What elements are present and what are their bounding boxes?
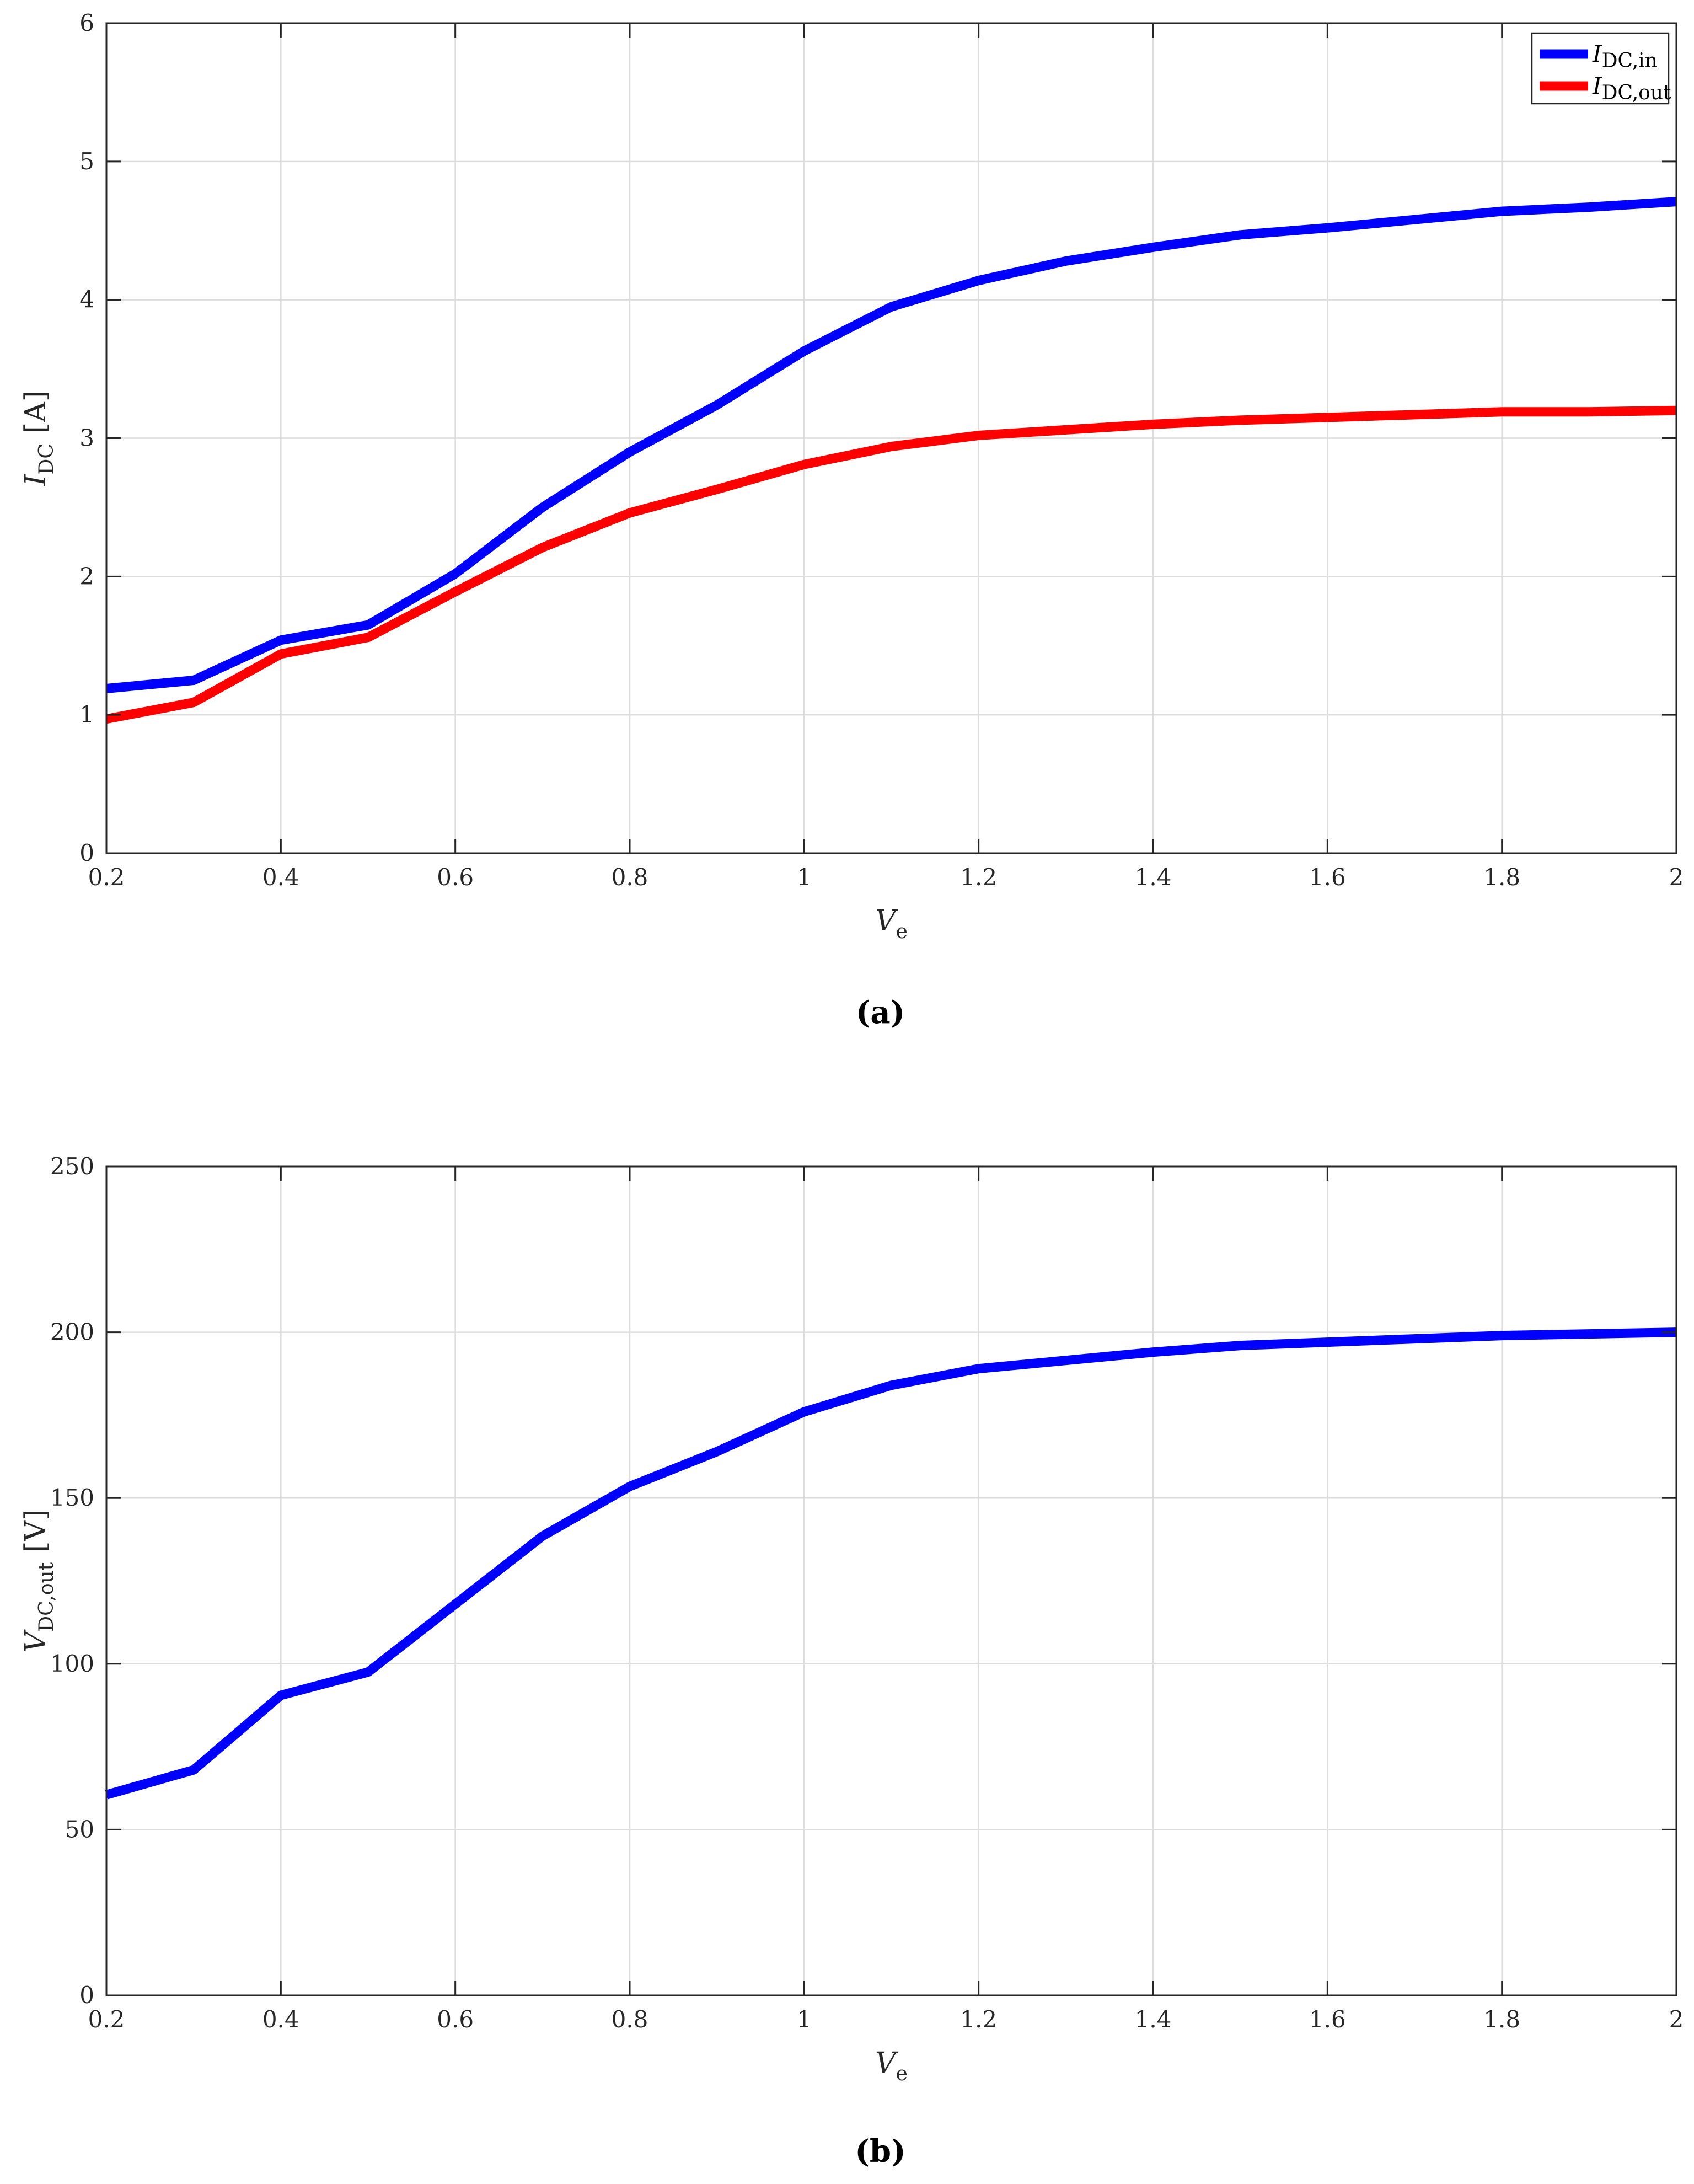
legend-label-main: I xyxy=(1592,40,1602,67)
x-axis-label: Ve xyxy=(875,2047,908,2085)
x-tick-label: 0.8 xyxy=(612,2006,648,2033)
x-tick-label: 1.2 xyxy=(960,864,997,891)
series-line-0 xyxy=(106,197,1677,693)
x-tick-label: 1.6 xyxy=(1309,864,1346,891)
y-axis-label: IDC [A] xyxy=(19,390,58,486)
x-tick-label: 1.4 xyxy=(1135,2006,1172,2033)
x-tick-label: 2 xyxy=(1669,2006,1684,2033)
y-tick-label: 3 xyxy=(79,425,94,452)
chart-caption: (a) xyxy=(856,994,905,1031)
y-tick-label: 0 xyxy=(79,1982,94,2009)
x-tick-label: 0.8 xyxy=(612,864,648,891)
y-tick-label: 150 xyxy=(50,1484,94,1511)
legend-label-main: I xyxy=(1592,72,1602,99)
x-tick-label: 1.8 xyxy=(1483,864,1520,891)
y-tick-label: 100 xyxy=(50,1650,94,1677)
plot-area xyxy=(106,1166,1676,1995)
series-line-1 xyxy=(105,405,1677,724)
y-tick-label: 200 xyxy=(50,1319,94,1346)
x-tick-label: 0.2 xyxy=(88,2006,125,2033)
y-axis-label-main: I xyxy=(19,474,52,486)
x-axis-label-sub: e xyxy=(896,920,908,943)
x-tick-label: 1.6 xyxy=(1309,2006,1346,2033)
y-tick-label: 6 xyxy=(79,9,94,36)
x-tick-label: 1 xyxy=(797,864,812,891)
chart-a: 0.2 0.4 0.6 0.8 1 1.2 1.4 1.6 1.8 20123456VeIDC[A… xyxy=(19,9,1684,1031)
x-tick-label: 1.2 xyxy=(960,2006,997,2033)
x-tick-label: 0.4 xyxy=(262,2006,299,2033)
legend-label-sub: DC,in xyxy=(1602,50,1658,72)
chart-b: 0.2 0.4 0.6 0.8 1 1.2 1.4 1.6 1.8 2 0 50 100 150 200 25… xyxy=(19,1153,1684,2170)
y-tick-label: 250 xyxy=(50,1153,94,1180)
series-line-0 xyxy=(105,1327,1677,1800)
x-tick-label: 0.2 xyxy=(88,864,125,891)
y-axis-label-unit: [V] xyxy=(19,1509,52,1553)
y-axis-label-main: V xyxy=(19,1629,52,1652)
y-tick-label: 0 xyxy=(79,839,94,866)
y-axis-label-unit: [A] xyxy=(19,390,52,433)
legend-box xyxy=(1531,32,1670,105)
y-tick-label: 1 xyxy=(79,701,94,728)
y-tick-label: 5 xyxy=(79,148,94,175)
x-tick-label: 1.4 xyxy=(1135,864,1172,891)
x-tick-label: 2 xyxy=(1669,864,1684,891)
y-axis-label: VDC,out [V] xyxy=(19,1509,58,1653)
axes-box xyxy=(105,1165,1677,1996)
chart-caption: (b) xyxy=(855,2133,905,2170)
x-tick-label: 1 xyxy=(797,2006,812,2033)
legend-label-1: IDC,out xyxy=(1592,72,1671,104)
x-axis-label-main: V xyxy=(875,904,898,938)
legend-label-0: IDC,in xyxy=(1592,40,1658,72)
x-axis-label: Ve xyxy=(875,904,908,943)
y-tick-label: 4 xyxy=(79,286,94,313)
y-axis-label-sub: DC xyxy=(35,443,58,474)
x-axis-label-main: V xyxy=(875,2047,898,2080)
y-tick-label: 2 xyxy=(79,563,94,590)
x-tick-label: 0.6 xyxy=(437,864,474,891)
x-tick-label: 1.8 xyxy=(1483,2006,1520,2033)
legend-label-sub: DC,out xyxy=(1602,82,1671,104)
x-tick-label: 0.4 xyxy=(262,864,299,891)
x-tick-label: 0.6 xyxy=(437,2006,474,2033)
y-axis-label-sub: DC,out xyxy=(35,1562,58,1631)
y-tick-label: 50 xyxy=(65,1816,94,1843)
x-axis-label-sub: e xyxy=(896,2063,908,2085)
